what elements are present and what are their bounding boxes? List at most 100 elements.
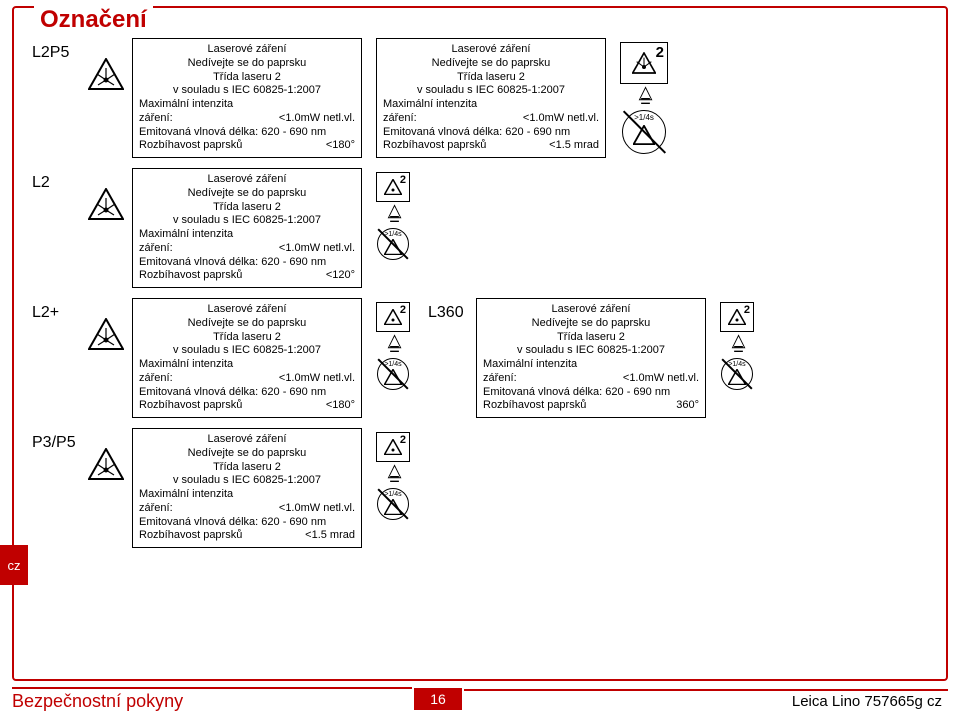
class-symbol: 2 — [720, 302, 754, 332]
label-k: záření: — [383, 112, 417, 126]
label-k: záření: — [139, 372, 173, 386]
label-k: záření: — [139, 112, 173, 126]
model-id: L2P5 — [32, 38, 88, 62]
label-line: Emitovaná vlnová délka: 620 - 690 nm — [139, 256, 355, 270]
no-stare-icon: >1/4s — [377, 358, 409, 390]
aperture-icon: △= — [639, 88, 650, 106]
label-v: <1.0mW netl.vl. — [523, 112, 599, 126]
label-line: Emitovaná vlnová délka: 620 - 690 nm — [139, 516, 355, 530]
label-k: Rozbíhavost paprsků — [139, 269, 242, 283]
laser-warning-icon — [88, 318, 124, 350]
label-line: v souladu s IEC 60825-1:2007 — [483, 344, 699, 358]
label-line: Třída laseru 2 — [139, 201, 355, 215]
label-k: Rozbíhavost paprsků — [139, 139, 242, 153]
label-line: Laserové záření — [139, 43, 355, 57]
aperture-icon: △= — [732, 336, 743, 354]
class-symbol: 2 — [376, 172, 410, 202]
label-line: Třída laseru 2 — [383, 71, 599, 85]
section-title: Označení — [34, 6, 153, 34]
label-line: Laserové záření — [483, 303, 699, 317]
row-l2: L2 Laserové záření Nedívejte se do paprs… — [32, 168, 938, 288]
laser-label: Laserové záření Nedívejte se do paprsku … — [132, 428, 362, 548]
label-v: <1.0mW netl.vl. — [279, 112, 355, 126]
footer-docref: Leica Lino 757665g cz — [464, 689, 948, 710]
label-line: Emitovaná vlnová délka: 620 - 690 nm — [483, 386, 699, 400]
label-line: Emitovaná vlnová délka: 620 - 690 nm — [383, 126, 599, 140]
label-line: v souladu s IEC 60825-1:2007 — [139, 344, 355, 358]
no-stare-icon: >1/4s — [377, 228, 409, 260]
label-line: v souladu s IEC 60825-1:2007 — [139, 474, 355, 488]
symbol-column: 2 △= >1/4s — [376, 432, 410, 520]
class-num: 2 — [656, 44, 664, 61]
label-k: Rozbíhavost paprsků — [383, 139, 486, 153]
no-stare-icon: >1/4s — [377, 488, 409, 520]
label-line: Laserové záření — [139, 303, 355, 317]
laser-label: Laserové záření Nedívejte se do paprsku … — [132, 38, 362, 158]
label-k: záření: — [139, 242, 173, 256]
symbol-column-big: 2 △= >1/4s — [620, 42, 668, 154]
label-line: Maximální intenzita — [139, 228, 355, 242]
label-line: Emitovaná vlnová délka: 620 - 690 nm — [139, 126, 355, 140]
symbol-column: 2 △= >1/4s — [376, 302, 410, 390]
class-num: 2 — [400, 174, 406, 186]
label-line: Nedívejte se do paprsku — [139, 187, 355, 201]
label-line: Nedívejte se do paprsku — [383, 57, 599, 71]
model-id: L2+ — [32, 298, 88, 322]
label-line: v souladu s IEC 60825-1:2007 — [383, 84, 599, 98]
label-v: <180° — [326, 139, 355, 153]
label-line: Maximální intenzita — [483, 358, 699, 372]
model-id: L2 — [32, 168, 88, 192]
label-v: <1.5 mrad — [549, 139, 599, 153]
laser-warning-icon — [88, 188, 124, 220]
timer-text: >1/4s — [634, 113, 654, 122]
class-num: 2 — [744, 304, 750, 316]
class-num: 2 — [400, 434, 406, 446]
footer-section: Bezpečnostní pokyny — [12, 687, 412, 712]
label-line: Maximální intenzita — [383, 98, 599, 112]
label-k: Rozbíhavost paprsků — [139, 529, 242, 543]
label-line: Emitovaná vlnová délka: 620 - 690 nm — [139, 386, 355, 400]
label-line: Třída laseru 2 — [139, 71, 355, 85]
laser-label: Laserové záření Nedívejte se do paprsku … — [476, 298, 706, 418]
label-v: <180° — [326, 399, 355, 413]
row-l2p5: L2P5 Laserové záření Nedívejte se do pap… — [32, 38, 938, 158]
label-v: <120° — [326, 269, 355, 283]
model-id: L360 — [428, 298, 476, 322]
label-line: Třída laseru 2 — [139, 331, 355, 345]
aperture-icon: △= — [388, 206, 399, 224]
label-line: Maximální intenzita — [139, 358, 355, 372]
label-v: <1.5 mrad — [305, 529, 355, 543]
symbol-column: 2 △= >1/4s — [720, 302, 754, 390]
content-area: L2P5 Laserové záření Nedívejte se do pap… — [32, 38, 938, 667]
page-number: 16 — [414, 688, 462, 710]
label-line: Třída laseru 2 — [483, 331, 699, 345]
no-stare-icon: >1/4s — [721, 358, 753, 390]
label-v: <1.0mW netl.vl. — [279, 372, 355, 386]
label-k: Rozbíhavost paprsků — [139, 399, 242, 413]
class-num: 2 — [400, 304, 406, 316]
class-symbol: 2 — [376, 302, 410, 332]
label-v: <1.0mW netl.vl. — [279, 242, 355, 256]
laser-label: Laserové záření Nedívejte se do paprsku … — [132, 168, 362, 288]
label-line: v souladu s IEC 60825-1:2007 — [139, 214, 355, 228]
label-k: Rozbíhavost paprsků — [483, 399, 586, 413]
label-v: <1.0mW netl.vl. — [279, 502, 355, 516]
main-frame: Označení L2P5 Laserové záření Nedívejte … — [12, 6, 948, 681]
aperture-icon: △= — [388, 336, 399, 354]
model-id: P3/P5 — [32, 428, 88, 452]
label-line: Třída laseru 2 — [139, 461, 355, 475]
label-line: Laserové záření — [139, 173, 355, 187]
label-line: v souladu s IEC 60825-1:2007 — [139, 84, 355, 98]
symbol-column: 2 △= >1/4s — [376, 172, 410, 260]
label-line: Maximální intenzita — [139, 488, 355, 502]
label-v: 360° — [676, 399, 699, 413]
label-k: záření: — [483, 372, 517, 386]
label-k: záření: — [139, 502, 173, 516]
page-footer: Bezpečnostní pokyny 16 Leica Lino 757665… — [12, 685, 948, 713]
row-l2plus: L2+ Laserové záření Nedívejte se do papr… — [32, 298, 938, 418]
laser-label: Laserové záření Nedívejte se do paprsku … — [132, 298, 362, 418]
label-line: Laserové záření — [139, 433, 355, 447]
label-line: Laserové záření — [383, 43, 599, 57]
class-symbol: 2 — [376, 432, 410, 462]
aperture-icon: △= — [388, 466, 399, 484]
